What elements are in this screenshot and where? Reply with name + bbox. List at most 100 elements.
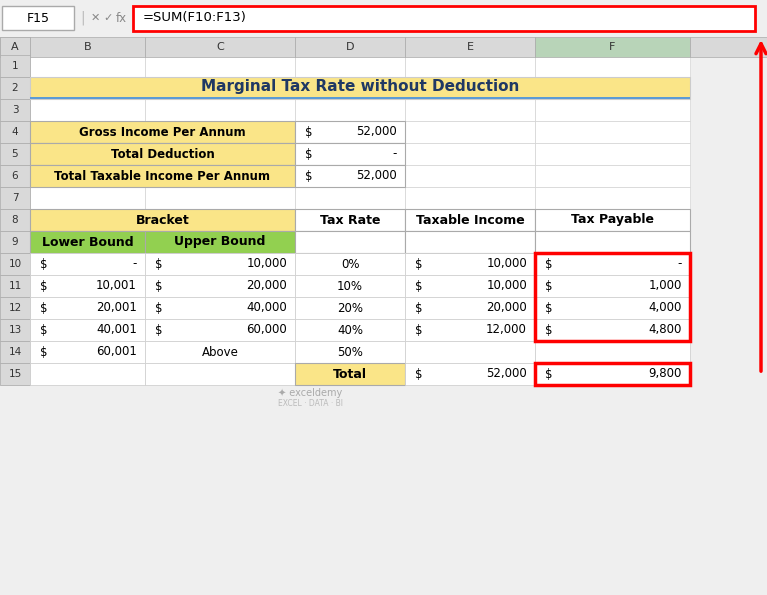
Bar bbox=[30, 187, 145, 209]
Bar bbox=[405, 209, 535, 231]
Text: 7: 7 bbox=[12, 193, 18, 203]
Text: 0%: 0% bbox=[341, 258, 359, 271]
Bar bbox=[30, 77, 690, 99]
Bar bbox=[0, 187, 30, 209]
Text: $: $ bbox=[305, 170, 312, 183]
Text: 20,000: 20,000 bbox=[246, 280, 287, 293]
Bar bbox=[0, 55, 30, 77]
Text: $: $ bbox=[40, 324, 48, 337]
Text: 10,001: 10,001 bbox=[96, 280, 137, 293]
Bar bbox=[30, 97, 690, 99]
Bar bbox=[405, 341, 535, 363]
Bar bbox=[0, 187, 30, 209]
Text: B: B bbox=[84, 42, 91, 52]
Text: 10%: 10% bbox=[337, 280, 363, 293]
Bar bbox=[0, 253, 30, 275]
Text: Gross Income Per Annum: Gross Income Per Annum bbox=[79, 126, 245, 139]
Bar bbox=[30, 319, 145, 341]
Bar bbox=[0, 165, 30, 187]
Bar bbox=[30, 253, 145, 275]
Text: 40,001: 40,001 bbox=[96, 324, 137, 337]
Bar bbox=[145, 253, 295, 275]
Bar bbox=[405, 77, 535, 99]
Text: Lower Bound: Lower Bound bbox=[41, 236, 133, 249]
Bar bbox=[145, 77, 295, 99]
Text: $: $ bbox=[415, 368, 423, 380]
Bar bbox=[0, 319, 30, 341]
Text: Tax Payable: Tax Payable bbox=[571, 214, 654, 227]
Text: D: D bbox=[346, 42, 354, 52]
Bar bbox=[405, 319, 535, 341]
Bar bbox=[0, 363, 30, 385]
Bar bbox=[535, 77, 690, 99]
Bar bbox=[535, 319, 690, 341]
Bar bbox=[535, 99, 690, 121]
Bar bbox=[0, 121, 30, 143]
Bar bbox=[535, 209, 690, 231]
Text: $: $ bbox=[155, 258, 163, 271]
Bar bbox=[535, 297, 690, 319]
Bar bbox=[30, 363, 145, 385]
Bar bbox=[0, 99, 30, 121]
Text: F15: F15 bbox=[27, 11, 50, 24]
Text: $: $ bbox=[545, 280, 552, 293]
Bar bbox=[0, 165, 30, 187]
Text: -: - bbox=[677, 258, 682, 271]
Bar bbox=[535, 319, 690, 341]
Bar bbox=[30, 231, 145, 253]
Bar bbox=[405, 121, 535, 143]
Text: 14: 14 bbox=[8, 347, 21, 357]
Bar bbox=[133, 6, 755, 31]
Text: 4: 4 bbox=[12, 127, 18, 137]
Text: $: $ bbox=[415, 258, 423, 271]
Bar bbox=[535, 253, 690, 275]
Bar bbox=[30, 231, 145, 253]
Bar bbox=[0, 37, 767, 57]
Bar bbox=[295, 363, 405, 385]
Text: $: $ bbox=[415, 302, 423, 315]
Bar bbox=[295, 275, 405, 297]
Bar bbox=[145, 341, 295, 363]
Text: 60,001: 60,001 bbox=[96, 346, 137, 359]
Bar bbox=[690, 37, 767, 57]
Bar bbox=[30, 55, 145, 77]
Text: $: $ bbox=[415, 280, 423, 293]
Bar bbox=[405, 187, 535, 209]
Bar bbox=[30, 341, 145, 363]
Bar bbox=[295, 297, 405, 319]
Text: 1: 1 bbox=[12, 61, 18, 71]
Bar bbox=[405, 99, 535, 121]
Bar bbox=[30, 209, 145, 231]
Bar bbox=[30, 165, 145, 187]
Bar bbox=[405, 319, 535, 341]
Bar bbox=[295, 143, 405, 165]
Text: |: | bbox=[81, 11, 85, 25]
Bar bbox=[0, 77, 30, 99]
Bar bbox=[145, 121, 295, 143]
Bar bbox=[145, 209, 295, 231]
Text: 4,800: 4,800 bbox=[649, 324, 682, 337]
Bar bbox=[30, 165, 295, 187]
Bar bbox=[145, 37, 295, 57]
Bar bbox=[145, 275, 295, 297]
Bar bbox=[535, 231, 690, 253]
Bar bbox=[145, 297, 295, 319]
Bar bbox=[535, 297, 690, 319]
Text: 1,000: 1,000 bbox=[649, 280, 682, 293]
Bar bbox=[535, 209, 690, 231]
Bar bbox=[295, 77, 405, 99]
Bar bbox=[405, 209, 535, 231]
Bar bbox=[0, 0, 767, 35]
Bar bbox=[295, 297, 405, 319]
Bar bbox=[405, 143, 535, 165]
Text: Total Deduction: Total Deduction bbox=[110, 148, 214, 161]
Bar bbox=[145, 187, 295, 209]
Text: 52,000: 52,000 bbox=[356, 126, 397, 139]
Bar bbox=[145, 319, 295, 341]
Bar bbox=[145, 363, 295, 385]
Text: $: $ bbox=[545, 368, 552, 380]
Bar bbox=[295, 37, 405, 57]
Bar bbox=[30, 297, 145, 319]
Bar bbox=[0, 55, 30, 77]
Text: 60,000: 60,000 bbox=[246, 324, 287, 337]
